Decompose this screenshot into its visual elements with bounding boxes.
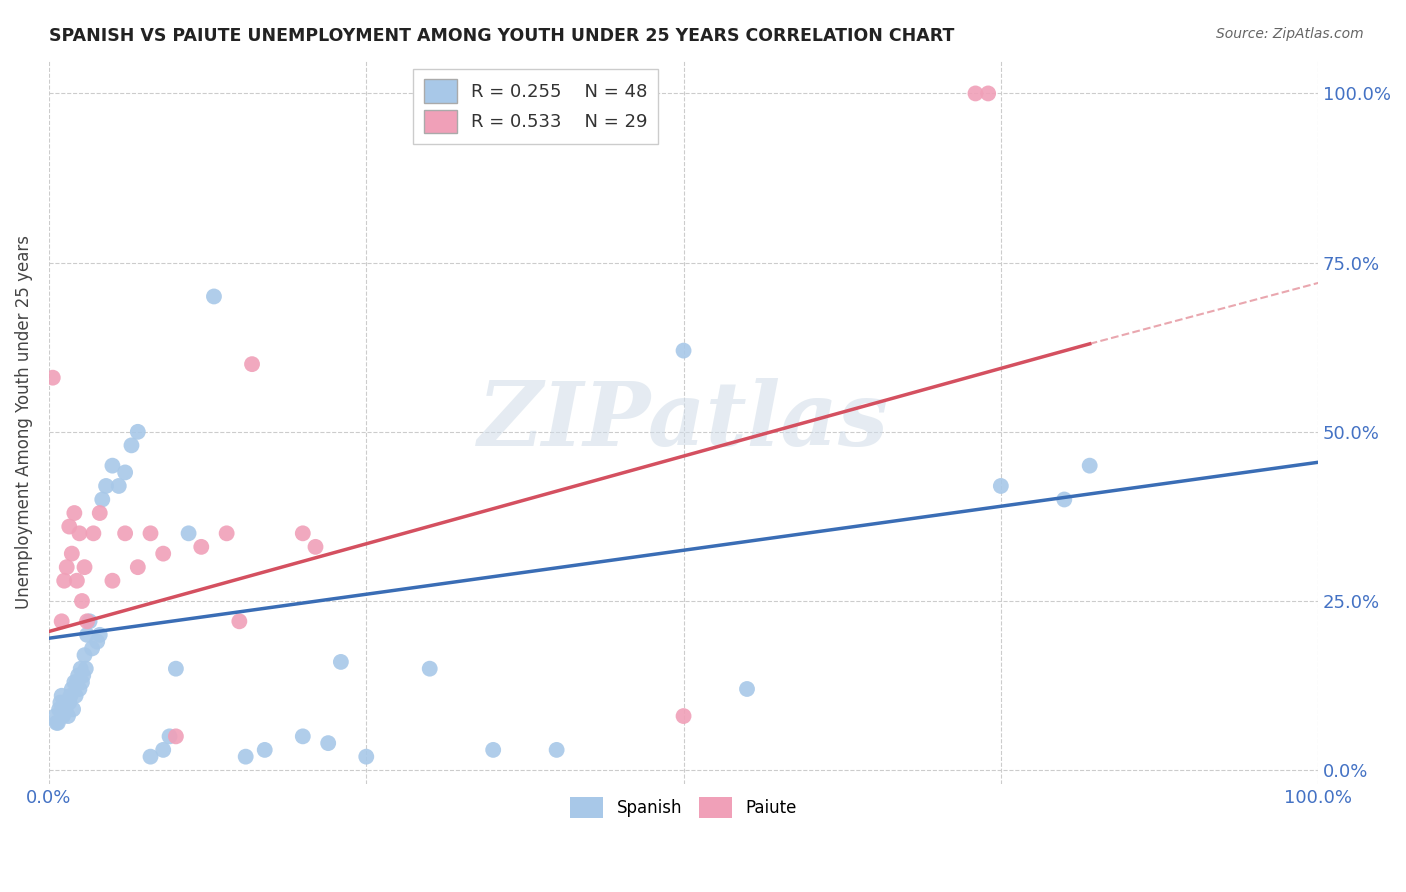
Point [990, 479, 1012, 493]
Point [202, 289, 225, 303]
Point [65, 689, 87, 703]
Point [82, 526, 104, 541]
Point [190, 540, 212, 554]
Point [44, 709, 66, 723]
Point [42, 370, 65, 384]
Point [101, 574, 124, 588]
Point [419, 662, 441, 676]
Point [55, 560, 77, 574]
Point [114, 526, 136, 541]
Point [46, 715, 69, 730]
Point [228, 615, 250, 629]
Text: SPANISH VS PAIUTE UNEMPLOYMENT AMONG YOUTH UNDER 25 YEARS CORRELATION CHART: SPANISH VS PAIUTE UNEMPLOYMENT AMONG YOU… [49, 27, 955, 45]
Point [70, 594, 93, 608]
Point [69, 662, 91, 676]
Point [51, 689, 73, 703]
Point [965, 87, 987, 101]
Point [159, 730, 181, 744]
Point [58, 696, 80, 710]
Point [107, 479, 129, 493]
Point [73, 560, 96, 574]
Point [240, 357, 263, 371]
Point [546, 743, 568, 757]
Point [291, 526, 314, 541]
Point [177, 526, 200, 541]
Point [152, 547, 174, 561]
Point [63, 506, 86, 520]
Point [94, 479, 117, 493]
Point [139, 749, 162, 764]
Point [70, 675, 93, 690]
Point [55, 702, 77, 716]
Point [56, 709, 79, 723]
Point [215, 526, 238, 541]
Point [60, 547, 83, 561]
Point [75, 662, 97, 676]
Point [152, 743, 174, 757]
Legend: Spanish, Paiute: Spanish, Paiute [562, 789, 806, 826]
Point [51, 615, 73, 629]
Point [89, 628, 111, 642]
Point [45, 715, 67, 730]
Point [73, 648, 96, 662]
Point [66, 574, 89, 588]
Point [60, 681, 83, 696]
Point [735, 681, 758, 696]
Point [52, 709, 75, 723]
Point [58, 519, 80, 533]
Point [91, 492, 114, 507]
Point [59, 689, 82, 703]
Point [76, 628, 98, 642]
Point [1053, 492, 1076, 507]
Point [127, 560, 149, 574]
Point [1078, 458, 1101, 473]
Point [82, 641, 104, 656]
Point [165, 730, 187, 744]
Text: ZIPatlas: ZIPatlas [478, 378, 889, 465]
Point [139, 526, 162, 541]
Point [67, 526, 90, 541]
Point [291, 730, 314, 744]
Point [121, 438, 143, 452]
Point [235, 749, 257, 764]
Point [977, 87, 1000, 101]
Point [114, 466, 136, 480]
Point [316, 736, 339, 750]
Point [165, 662, 187, 676]
Point [72, 668, 94, 682]
Text: Source: ZipAtlas.com: Source: ZipAtlas.com [1216, 27, 1364, 41]
Point [49, 696, 72, 710]
Point [53, 574, 76, 588]
Point [329, 655, 352, 669]
Point [253, 743, 276, 757]
Y-axis label: Unemployment Among Youth under 25 years: Unemployment Among Youth under 25 years [15, 235, 32, 608]
Point [62, 702, 84, 716]
Point [67, 668, 90, 682]
Point [304, 540, 326, 554]
Point [127, 425, 149, 439]
Point [672, 709, 695, 723]
Point [79, 615, 101, 629]
Point [672, 343, 695, 358]
Point [89, 506, 111, 520]
Point [48, 702, 70, 716]
Point [76, 615, 98, 629]
Point [66, 675, 89, 690]
Point [63, 675, 86, 690]
Point [86, 634, 108, 648]
Point [101, 458, 124, 473]
Point [67, 681, 90, 696]
Point [53, 696, 76, 710]
Point [482, 743, 505, 757]
Point [356, 749, 378, 764]
